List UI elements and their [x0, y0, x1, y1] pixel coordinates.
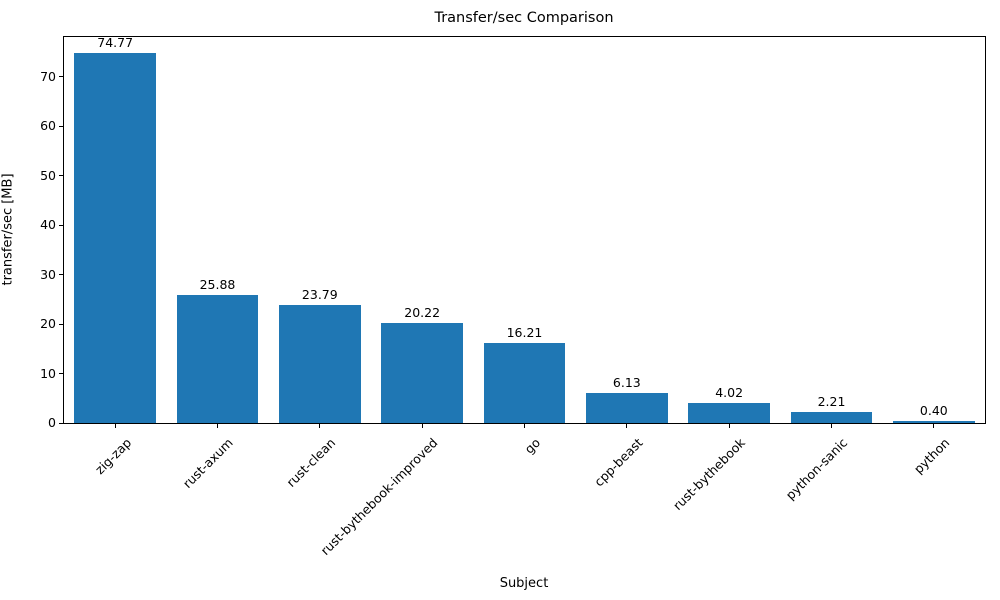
x-tick-mark: [933, 423, 935, 428]
x-tick-mark: [217, 423, 218, 428]
y-tick-mark: [59, 76, 64, 78]
y-tick-label: 0: [48, 415, 56, 430]
bar: [74, 52, 157, 423]
bar-value-label: 74.77: [97, 34, 134, 50]
y-tick-mark: [59, 422, 64, 424]
x-tick-label: python-sanic: [782, 435, 851, 503]
x-tick-label: zig-zap: [91, 435, 134, 478]
chart-title: Transfer/sec Comparison: [434, 10, 614, 26]
y-tick-mark: [59, 175, 64, 177]
x-tick-label: cpp-beast: [591, 435, 646, 490]
y-tick-label: 30: [40, 266, 56, 282]
bar: [790, 412, 873, 423]
y-tick-label: 20: [40, 316, 56, 332]
bar: [892, 421, 975, 423]
x-tick-mark: [524, 423, 525, 428]
bar-value-label: 4.02: [715, 385, 744, 401]
bar: [278, 305, 361, 423]
x-tick-label: go: [521, 435, 544, 457]
y-tick-mark: [59, 274, 64, 276]
bar-value-label: 23.79: [301, 287, 338, 303]
y-tick-mark: [59, 373, 64, 374]
bar-value-label: 20.22: [404, 304, 441, 320]
x-tick-label: rust-bythebook: [669, 435, 748, 514]
bar: [688, 403, 771, 423]
bar: [483, 342, 566, 423]
y-tick-label: 40: [40, 217, 56, 233]
bar: [176, 294, 259, 423]
x-tick-label: python: [910, 435, 953, 477]
y-tick-label: 50: [40, 167, 56, 183]
x-axis-label: Subject: [499, 576, 549, 591]
x-tick-label: rust-axum: [180, 435, 237, 491]
plot-area: 0 10 20 30 40 50 60 70 74.77 zig-zap 25.88 rust-axu…: [40, 34, 986, 558]
x-tick-mark: [626, 423, 628, 428]
x-tick-mark: [831, 423, 832, 428]
x-tick-mark: [421, 423, 423, 428]
y-tick-mark: [59, 125, 64, 127]
bar: [585, 392, 668, 423]
x-tick-mark: [114, 423, 116, 428]
y-tick-mark: [59, 323, 64, 325]
bar: [381, 322, 464, 423]
y-tick-label: 10: [40, 365, 56, 381]
bar-value-label: 0.40: [919, 403, 948, 419]
x-tick-mark: [319, 423, 321, 428]
bar-value-label: 2.21: [817, 394, 846, 410]
bar-value-label: 16.21: [506, 324, 543, 340]
bar-value-label: 6.13: [612, 374, 641, 390]
bar-value-label: 25.88: [199, 276, 236, 292]
y-tick-label: 60: [40, 118, 56, 134]
x-tick-label: rust-clean: [283, 435, 339, 490]
x-tick-label: rust-bythebook-improved: [317, 435, 441, 558]
y-tick-mark: [59, 224, 64, 226]
x-tick-mark: [728, 423, 730, 428]
y-tick-label: 70: [40, 68, 56, 84]
y-axis-label: transfer/sec [MB]: [0, 173, 16, 286]
